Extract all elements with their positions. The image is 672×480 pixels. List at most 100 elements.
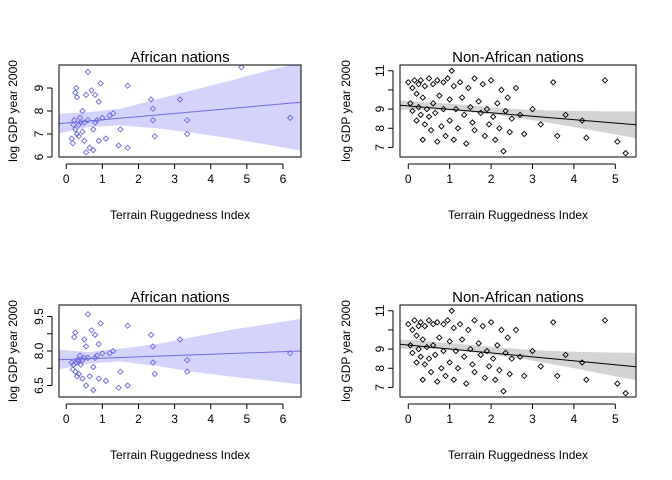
data-point <box>578 359 586 366</box>
data-point <box>79 128 86 135</box>
x-axis-label: Terrain Ruggedness Index <box>448 448 588 462</box>
data-point <box>502 107 509 115</box>
x-axis-label: Terrain Ruggedness Index <box>110 448 250 462</box>
data-point <box>583 376 590 383</box>
data-point <box>601 77 609 84</box>
data-point <box>489 113 497 120</box>
data-point <box>124 82 131 89</box>
data-point <box>79 107 86 115</box>
data-point <box>415 345 422 353</box>
data-point <box>176 336 184 343</box>
data-point <box>238 65 245 71</box>
x-axis-label: Terrain Ruggedness Index <box>448 208 588 222</box>
data-point <box>423 105 431 113</box>
data-point <box>183 368 191 375</box>
data-point <box>69 139 76 147</box>
data-point <box>407 342 414 349</box>
data-point <box>75 121 83 129</box>
data-point <box>93 116 101 124</box>
chart-title: Non-African nations <box>452 289 584 306</box>
y-tick-label: 7 <box>32 130 46 137</box>
data-point <box>508 115 516 122</box>
confidence-band <box>59 318 301 385</box>
data-point <box>436 334 443 341</box>
data-point <box>124 382 131 389</box>
x-tick-label: 0 <box>405 172 412 186</box>
data-point <box>458 94 466 101</box>
data-point <box>475 340 482 347</box>
data-point <box>73 373 81 380</box>
x-tick-label: 0 <box>63 412 70 426</box>
data-point <box>562 111 569 119</box>
x-tick-label: 4 <box>571 412 578 426</box>
data-point <box>415 80 422 88</box>
data-point <box>115 142 122 149</box>
data-point <box>183 116 191 124</box>
data-point <box>425 355 433 362</box>
data-point <box>485 363 493 370</box>
x-tick-label: 2 <box>135 172 142 186</box>
data-point <box>421 82 429 90</box>
data-point <box>452 105 460 113</box>
data-point <box>115 384 122 392</box>
x-tick-label: 3 <box>529 172 536 186</box>
data-point <box>86 144 93 152</box>
data-point <box>434 319 441 326</box>
panel-2: 0 1 2 3 4 5 7 8 9 11 Non-African nations Terrain Ru… <box>339 49 637 222</box>
data-point <box>483 105 491 113</box>
data-point <box>481 132 489 140</box>
data-point <box>601 317 609 324</box>
data-point <box>70 333 78 341</box>
panel-4: 0 1 2 3 4 5 7 8 9 11 Non-African nations Terrain Ru… <box>339 289 637 462</box>
y-axis-label: log GDP year 2000 <box>339 300 353 402</box>
y-tick-label: 7 <box>373 384 387 391</box>
data-point <box>149 359 157 366</box>
plot-area <box>400 307 636 397</box>
data-point <box>91 354 99 362</box>
y-tick-label: 8.0 <box>32 342 46 359</box>
data-point <box>124 144 131 152</box>
data-point <box>79 356 86 364</box>
data-point <box>411 317 418 324</box>
data-point <box>419 94 427 101</box>
data-point <box>425 75 433 82</box>
data-point <box>448 67 455 74</box>
data-point <box>458 336 466 343</box>
data-point <box>554 132 561 140</box>
data-point <box>516 111 524 119</box>
data-point <box>99 114 106 122</box>
data-point <box>614 138 621 145</box>
data-point <box>91 91 99 99</box>
y-tick-label: 6 <box>32 153 46 160</box>
data-point <box>529 105 536 113</box>
data-point <box>460 111 468 119</box>
data-point <box>450 324 458 332</box>
data-point <box>86 373 93 380</box>
data-point <box>436 92 443 99</box>
data-point <box>72 329 79 336</box>
y-tick-label: 11 <box>373 64 387 77</box>
chart-title: African nations <box>130 49 229 66</box>
data-point <box>419 376 427 383</box>
x-tick-label: 6 <box>280 172 287 186</box>
data-point <box>475 98 482 105</box>
data-point <box>95 375 102 382</box>
data-point <box>151 370 158 378</box>
data-point <box>81 119 88 126</box>
x-tick-label: 1 <box>446 172 453 186</box>
data-point <box>409 349 416 357</box>
x-tick-label: 5 <box>612 172 619 186</box>
data-point <box>77 361 84 369</box>
data-point <box>442 372 449 380</box>
data-point <box>409 107 416 115</box>
data-point <box>95 340 102 348</box>
data-point <box>465 326 472 334</box>
data-point <box>109 110 117 117</box>
data-point <box>81 137 88 145</box>
data-point <box>286 114 294 122</box>
data-point <box>425 317 433 324</box>
y-axis-label: log GDP year 2000 <box>6 300 20 402</box>
data-point <box>537 121 545 128</box>
data-point <box>463 380 470 387</box>
data-point <box>487 319 495 326</box>
